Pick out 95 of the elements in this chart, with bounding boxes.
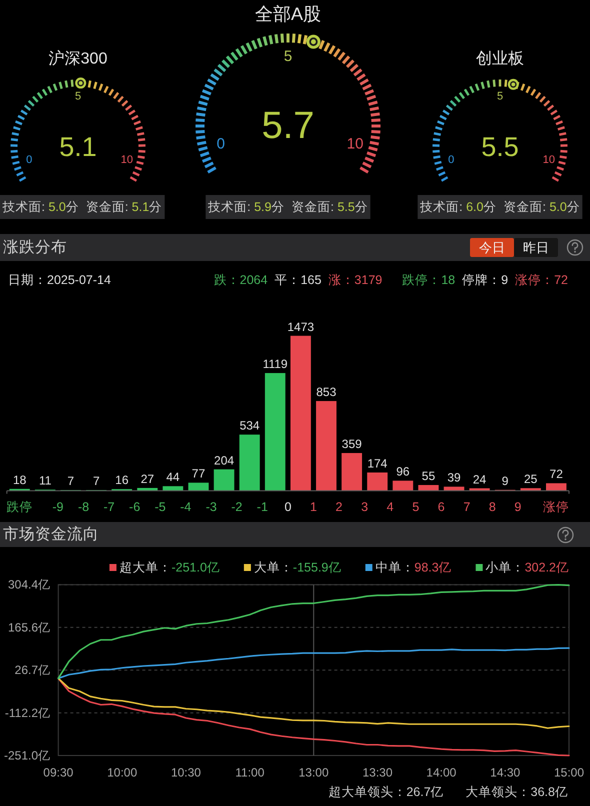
x-tick-label: 13:00 [298, 766, 329, 780]
x-tick-label: 14:00 [426, 766, 457, 780]
y-tick-label: 165.6亿 [8, 620, 50, 634]
x-tick-label: -2 [231, 500, 242, 514]
text: 10 [120, 154, 133, 166]
text: 资金面: 5.1分 [86, 200, 162, 214]
text: 超大单领头：26.7亿 [328, 785, 444, 799]
text: 今日 [479, 240, 505, 255]
x-tick-label: 15:00 [554, 766, 584, 780]
x-tick-label: 10:00 [107, 766, 138, 780]
data-label: 27 [140, 472, 154, 486]
x-tick-label: 10:30 [170, 766, 202, 780]
text: 10 [346, 135, 364, 152]
data-label: 96 [396, 464, 410, 479]
text: 资金面: 5.5分 [292, 200, 368, 214]
y-tick-label: -112.2亿 [4, 706, 50, 720]
data-label: 7 [67, 474, 74, 488]
x-tick-label: 8 [488, 500, 496, 514]
x-tick-label: 跌停 [6, 500, 33, 514]
text: 停牌：9 [462, 273, 508, 287]
x-tick-label: -4 [180, 500, 192, 514]
text: 平：165 [274, 273, 322, 287]
text: 0 [216, 135, 226, 152]
text: 资金面: 5.0分 [504, 200, 580, 214]
data-label: 204 [214, 453, 234, 468]
text: 涨：3179 [328, 273, 382, 287]
x-tick-label: 14:30 [490, 766, 520, 780]
y-tick-label: 304.4亿 [8, 578, 50, 592]
x-tick-label: 3 [361, 500, 368, 514]
text: 技术面: 5.9分 [207, 200, 284, 214]
text: 日期：2025-07-14 [8, 273, 111, 287]
y-tick-label: 26.7亿 [14, 663, 50, 678]
chart-title: 涨跌分布 [3, 238, 67, 256]
text: 沪深300 [48, 50, 108, 68]
text: 全部A股 [254, 4, 322, 24]
x-tick-label: 7 [463, 500, 470, 514]
data-label: 1119 [262, 357, 288, 372]
x-tick-label: 1 [310, 500, 317, 514]
text: 创业板 [476, 50, 524, 68]
legend-label: 小单：302.2亿 [486, 560, 569, 574]
text: 0 [26, 154, 32, 166]
data-label: 5.1 [59, 132, 97, 162]
text: 0 [448, 154, 454, 166]
y-tick-label: -251.0亿 [4, 748, 50, 762]
x-tick-label: 9 [514, 500, 522, 514]
x-tick-label: 13:30 [362, 766, 393, 780]
data-label: 72 [550, 467, 564, 482]
data-label: 5.7 [262, 105, 314, 147]
data-label: 55 [422, 469, 436, 484]
x-tick-label: 0 [284, 500, 292, 514]
x-tick-label: 6 [438, 500, 445, 514]
text: 跌：2064 [214, 273, 268, 287]
x-tick-label: 11:00 [235, 766, 265, 780]
text: 技术面: 5.0分 [2, 200, 79, 214]
text: 技术面: 6.0分 [419, 200, 496, 214]
data-label: 24 [472, 472, 487, 486]
text: 5 [74, 90, 82, 102]
x-tick-label: -1 [256, 500, 268, 514]
data-label: 174 [367, 456, 388, 470]
data-label: 9 [502, 474, 509, 488]
x-tick-label: 4 [386, 500, 394, 514]
x-tick-label: -5 [154, 500, 166, 514]
text: 10 [542, 154, 555, 166]
data-label: 359 [342, 437, 362, 452]
x-tick-label: -7 [103, 500, 115, 514]
x-tick-label: 2 [336, 500, 343, 514]
x-tick-label: 09:30 [43, 766, 74, 780]
x-tick-label: -3 [206, 500, 217, 514]
data-label: 77 [192, 466, 206, 481]
data-label: 39 [447, 470, 462, 485]
legend-label: 超大单：-251.0亿 [119, 560, 220, 574]
x-tick-label: -6 [129, 500, 140, 514]
data-label: 5.5 [481, 132, 519, 162]
legend-label: 大单：-155.9亿 [254, 560, 342, 574]
data-label: 16 [115, 473, 129, 488]
x-tick-label: -8 [78, 500, 90, 514]
data-label: 853 [316, 385, 337, 400]
data-label: 11 [38, 474, 52, 488]
text: 大单领头：36.8亿 [466, 785, 568, 799]
x-tick-label: 5 [412, 500, 420, 514]
data-label: 7 [92, 474, 100, 488]
text: 跌停：18 [402, 273, 456, 287]
data-label: 534 [240, 418, 260, 433]
chart-title: 市场资金流向 [3, 525, 99, 543]
x-tick-label: -9 [52, 500, 64, 514]
text: 涨停：72 [515, 273, 568, 287]
data-label: 44 [166, 470, 180, 484]
legend-label: 中单：98.3亿 [375, 560, 452, 574]
x-tick-label: 涨停 [543, 500, 570, 514]
data-label: 1473 [287, 320, 314, 334]
data-label: 18 [12, 472, 27, 487]
data-label: 25 [524, 472, 538, 486]
text: 5 [284, 48, 292, 65]
text: 昨日 [523, 240, 549, 255]
text: 5 [496, 90, 504, 102]
